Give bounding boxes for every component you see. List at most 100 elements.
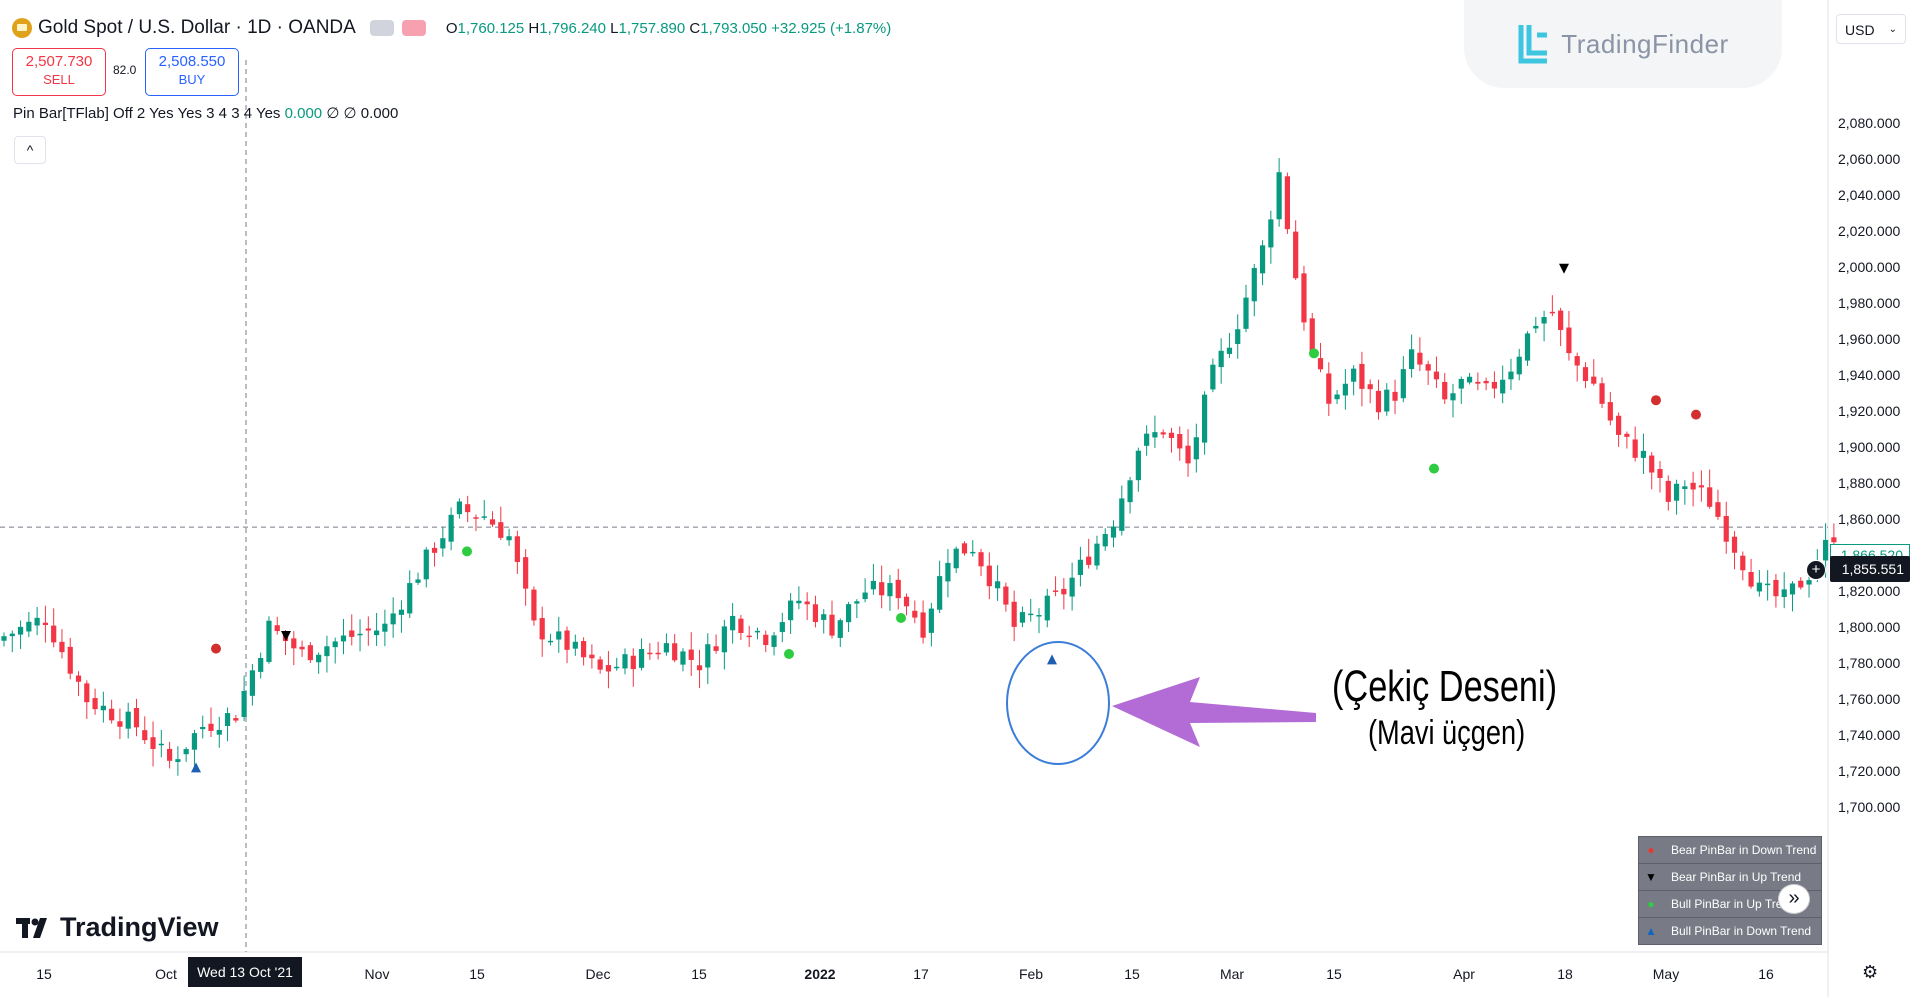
candle-body xyxy=(738,618,744,634)
candle-body xyxy=(1011,601,1017,627)
symbol-title[interactable]: Gold Spot / U.S. Dollar · 1D · OANDA xyxy=(38,17,356,38)
candle-body xyxy=(970,551,976,554)
candle-body xyxy=(142,730,148,741)
add-plus-icon[interactable]: + xyxy=(1806,560,1826,580)
candle-body xyxy=(672,643,678,661)
candle-body xyxy=(879,582,885,596)
price-tick-label: 1,980.000 xyxy=(1838,295,1901,311)
candle-body xyxy=(100,705,106,711)
candle-body xyxy=(1715,502,1721,517)
candle-body xyxy=(1831,537,1837,543)
candle-body xyxy=(1003,586,1009,605)
candle-body xyxy=(274,625,280,632)
wave-icon[interactable] xyxy=(401,20,426,36)
candle-body xyxy=(59,641,65,653)
candle-body xyxy=(622,654,628,669)
candle-body xyxy=(1036,615,1042,617)
candle-body xyxy=(1102,534,1108,547)
expand-panel-button[interactable]: » xyxy=(1778,884,1810,914)
candle-body xyxy=(1781,589,1787,597)
bear-pinbar-down-trend-marker xyxy=(211,643,221,654)
candle-body xyxy=(788,600,794,621)
candle-body xyxy=(1624,433,1630,437)
candle-body xyxy=(473,517,479,519)
red-dot-icon: ● xyxy=(1647,843,1655,857)
candle-body xyxy=(556,631,562,640)
candle-body xyxy=(1466,376,1473,383)
tradingview-logo[interactable]: TradingView xyxy=(16,912,219,943)
candle-body xyxy=(200,726,206,730)
candle-body xyxy=(1823,539,1829,561)
candle-body xyxy=(1798,580,1804,588)
candle-body xyxy=(349,630,355,637)
time-tick-label: Mar xyxy=(1219,966,1245,982)
candle-body xyxy=(680,651,686,665)
candle-body xyxy=(1135,450,1141,481)
currency-select[interactable]: USD ⌄ xyxy=(1836,14,1906,44)
candle-body xyxy=(804,601,810,605)
time-tick-label: May xyxy=(1652,966,1680,982)
candle-body xyxy=(953,548,959,569)
price-tick-label: 1,720.000 xyxy=(1838,763,1901,779)
candle-body xyxy=(1549,311,1555,314)
candle-body xyxy=(415,579,421,583)
candle-body xyxy=(1276,172,1282,220)
collapse-indicators-button[interactable]: ^ xyxy=(14,136,46,164)
candle-body xyxy=(597,659,603,670)
candle-body xyxy=(92,698,98,710)
candle-body xyxy=(945,562,951,582)
candle-body xyxy=(1127,480,1133,503)
flag-icon[interactable] xyxy=(369,20,394,36)
candle-body xyxy=(191,733,198,750)
cursor-price-marker: 1,855.551 xyxy=(1830,556,1910,582)
gold-icon xyxy=(12,18,32,38)
candle-body xyxy=(291,638,297,649)
price-tick-label: 2,020.000 xyxy=(1838,223,1901,239)
candle-body xyxy=(663,643,669,653)
bull-pinbar-up-trend-marker xyxy=(896,613,906,623)
candle-body xyxy=(1210,364,1216,390)
candle-body xyxy=(1789,583,1796,595)
candle-body xyxy=(1168,432,1175,439)
candle-body xyxy=(1690,482,1696,490)
candle-body xyxy=(1086,556,1092,565)
price-tick-label: 1,740.000 xyxy=(1838,727,1901,743)
candle-body xyxy=(928,608,934,633)
candle-body xyxy=(125,711,131,729)
candle-body xyxy=(1566,327,1572,354)
candle-body xyxy=(1582,367,1589,381)
buy-button[interactable]: 2,508.550 BUY xyxy=(145,48,239,96)
candle-body xyxy=(1293,231,1299,279)
candle-body xyxy=(903,596,910,607)
candle-body xyxy=(481,516,487,518)
candle-body xyxy=(307,645,313,661)
candle-body xyxy=(754,630,761,633)
candle-body xyxy=(730,615,736,631)
candle-body xyxy=(1185,445,1191,464)
legend-row-bear-up: ▼ Bear PinBar in Up Trend xyxy=(1639,864,1821,891)
sell-button[interactable]: 2,507.730 SELL xyxy=(12,48,106,96)
candle-body xyxy=(713,646,719,651)
candle-body xyxy=(1640,450,1647,458)
candle-body xyxy=(1052,590,1059,592)
candle-body xyxy=(498,522,504,538)
candle-body xyxy=(241,690,247,717)
symbol-header: Gold Spot / U.S. Dollar · 1D · OANDA O1,… xyxy=(12,14,891,42)
indicator-legend[interactable]: Pin Bar[TFlab] Off 2 Yes Yes 3 4 3 4 Yes… xyxy=(13,104,398,122)
gear-icon[interactable]: ⚙ xyxy=(1862,962,1879,982)
candle-body xyxy=(1475,381,1481,384)
candle-body xyxy=(1450,393,1456,401)
candle-body xyxy=(912,610,918,618)
annotation-subtitle: (Mavi üçgen) xyxy=(1368,714,1526,752)
candle-body xyxy=(208,723,214,731)
candle-body xyxy=(1591,376,1597,384)
price-tick-label: 1,780.000 xyxy=(1838,655,1901,671)
time-tick-label: 15 xyxy=(469,966,485,982)
candle-body xyxy=(423,549,429,580)
candle-body xyxy=(34,617,40,626)
candle-body xyxy=(837,620,843,638)
time-tick-label: 15 xyxy=(36,966,52,982)
candle-body xyxy=(995,581,1001,589)
candle-body xyxy=(1268,219,1274,248)
